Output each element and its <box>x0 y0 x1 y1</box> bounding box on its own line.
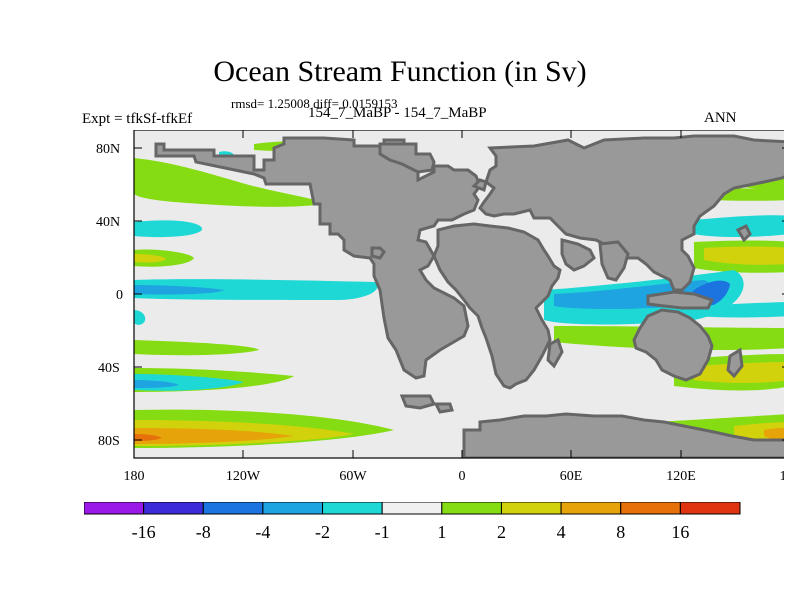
land-falkland <box>433 402 454 414</box>
band-yellow-25n <box>134 254 166 263</box>
colorbar: -16 -8 -4 -2 -1 1 2 4 8 16 <box>84 502 741 542</box>
land-eurasia <box>478 134 784 292</box>
colorbar-label: 16 <box>671 522 689 542</box>
land-japan <box>735 223 752 243</box>
colorbar-label: -8 <box>196 522 211 542</box>
lat-tick-label: 80S <box>98 434 120 449</box>
land-arabia <box>560 238 596 272</box>
colorbar-label: 8 <box>616 522 625 542</box>
colorbar-box <box>262 502 324 515</box>
colorbar-label: 2 <box>497 522 506 542</box>
band-blue-equator <box>134 285 224 295</box>
land-new-zealand <box>726 347 744 379</box>
colorbar-label: -1 <box>375 522 390 542</box>
lon-tick-label: 180 <box>780 469 785 484</box>
colorbar-box <box>143 502 204 515</box>
colorbar-box <box>441 502 502 515</box>
axis-ticks <box>134 130 784 458</box>
lat-tick-label: 40S <box>98 361 120 376</box>
band-cyan-10s <box>134 310 146 325</box>
colorbar-label: 1 <box>437 522 446 542</box>
band-orange-southern-ocean <box>134 428 294 444</box>
band-blue-40s <box>134 380 179 388</box>
colorbar-box <box>202 502 264 515</box>
colorbar-label: -4 <box>255 522 270 542</box>
land-australia <box>632 308 714 382</box>
colorbar-label: 4 <box>557 522 566 542</box>
band-darkorange-southern-ocean <box>134 434 162 441</box>
land-south-america-antarctic-island <box>399 394 437 410</box>
lon-tick-label: 120W <box>226 469 261 484</box>
experiment-label: Expt = tfkSf-tfkEf <box>82 111 193 127</box>
lon-tick-label: 0 <box>459 469 466 484</box>
colorbar-box <box>560 502 622 515</box>
colorbar-labels: -16 -8 -4 -2 -1 1 2 4 8 16 <box>132 522 690 542</box>
case-label: 154_7_MaBP - 154_7_MaBP <box>308 105 487 121</box>
land-india <box>598 240 630 282</box>
colorbar-label: -16 <box>132 522 156 542</box>
rmsd-diff-stats: rmsd= 1.25008 diff= 0.0159153 <box>231 96 398 111</box>
land-madagascar <box>546 337 564 369</box>
colorbar-box <box>679 502 741 515</box>
lat-tick-label: 0 <box>116 288 123 303</box>
land-americas <box>154 136 482 380</box>
lat-tick-label: 40N <box>96 215 120 230</box>
colorbar-boxes <box>84 502 741 515</box>
land-greenland <box>378 142 436 174</box>
colorbar-box <box>620 502 681 515</box>
colorbar-box <box>500 502 562 515</box>
band-yellow-east-40s <box>694 362 784 383</box>
lon-tick-label: 60E <box>560 469 583 484</box>
colorbar-label: -2 <box>315 522 330 542</box>
stream-function-map: 80N 40N 0 40S 80S 180 120W 60W 0 60E 120… <box>96 130 785 484</box>
lon-tick-label: 60W <box>339 469 367 484</box>
land-indonesia <box>646 290 715 310</box>
colorbar-box <box>84 502 145 515</box>
chart-title: Ocean Stream Function (in Sv) <box>213 55 587 88</box>
land-scandinavia-fill <box>471 178 488 193</box>
band-green-north-pacific <box>134 158 324 207</box>
colorbar-box <box>381 502 443 515</box>
lon-tick-label: 120E <box>666 469 696 484</box>
band-cyan-45n <box>134 220 203 238</box>
land-africa <box>432 222 562 390</box>
land-antarctica <box>462 412 784 458</box>
band-cyan-east-45n <box>694 215 784 237</box>
land-cuba <box>370 246 386 260</box>
lat-tick-label: 80N <box>96 142 120 157</box>
lon-tick-label: 180 <box>124 469 145 484</box>
longitude-labels: 180 120W 60W 0 60E 120E 180 <box>124 469 785 484</box>
latitude-labels: 80N 40N 0 40S 80S <box>96 142 123 449</box>
band-cyan-east-south <box>694 302 784 318</box>
colorbar-box <box>322 502 383 515</box>
band-cyan-equator <box>134 279 378 300</box>
land-masses <box>154 134 784 458</box>
band-yellow-east-25n <box>704 246 784 265</box>
band-green-20s <box>134 340 259 356</box>
season-label: ANN <box>704 110 737 126</box>
